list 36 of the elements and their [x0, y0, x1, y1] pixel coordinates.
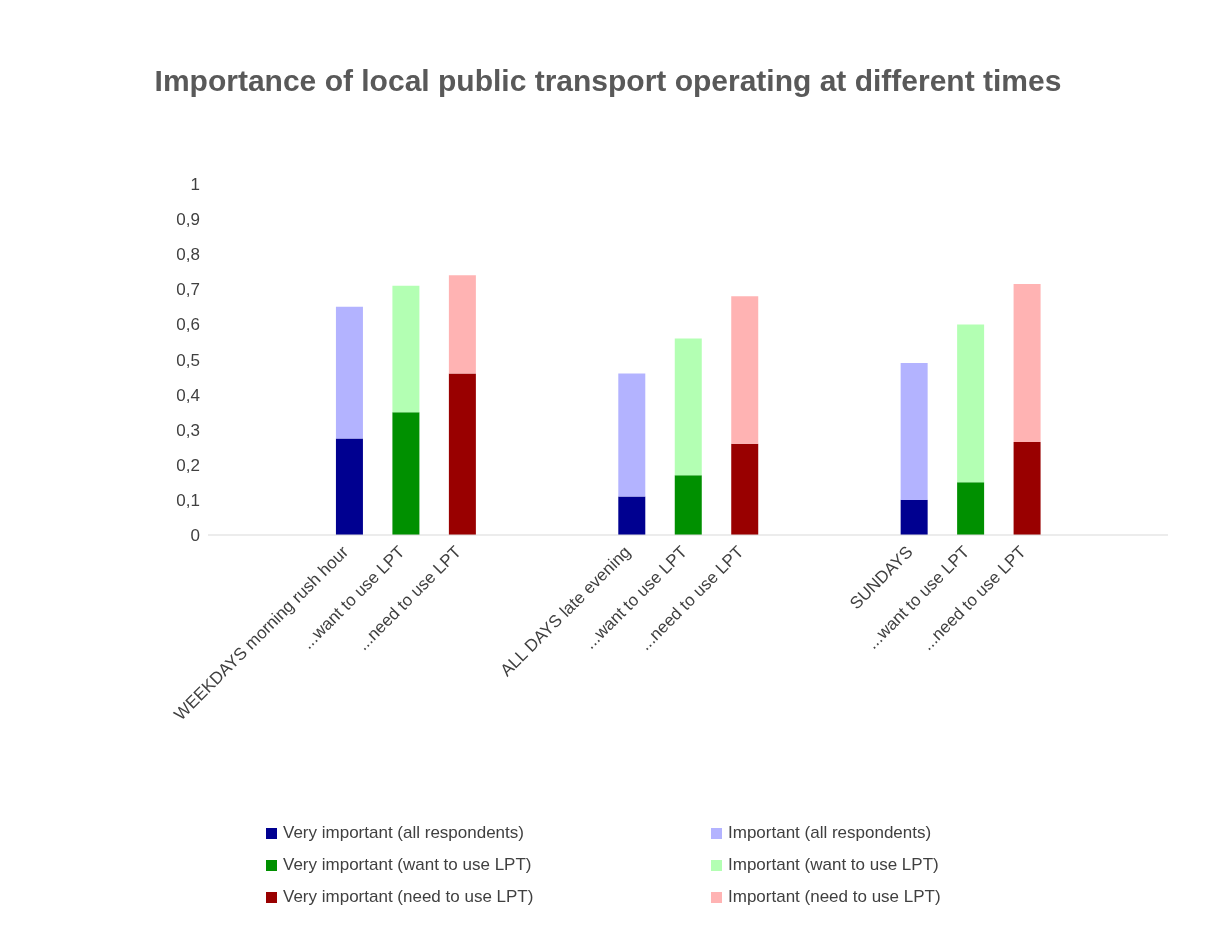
chart-title: Importance of local public transport operating at different times [153, 63, 1063, 99]
legend-label: Important (need to use LPT) [728, 887, 941, 907]
bar [674, 475, 702, 535]
bar [674, 338, 702, 476]
bar [900, 363, 928, 500]
legend-label: Important (all respondents) [728, 823, 932, 843]
bar [448, 275, 476, 374]
y-tick-label: 0,1 [176, 490, 200, 510]
legend-label: Very important (all respondents) [283, 823, 524, 843]
bar [731, 443, 759, 535]
bar [335, 306, 363, 439]
bar [448, 373, 476, 535]
bar [618, 373, 646, 497]
y-tick-label: 0,6 [176, 315, 200, 335]
bar [1013, 441, 1041, 535]
legend-label: Important (want to use LPT) [728, 855, 939, 875]
y-tick-label: 0,7 [176, 280, 200, 300]
y-tick-label: 0,5 [176, 350, 200, 370]
bar [957, 324, 985, 483]
y-tick-label: 0,8 [176, 245, 200, 265]
bar [731, 296, 759, 444]
bar [335, 438, 363, 535]
bar [392, 412, 420, 535]
bar [392, 285, 420, 413]
legend-label: Very important (need to use LPT) [283, 887, 534, 907]
y-tick-label: 0,9 [176, 210, 200, 230]
y-tick-label: 0,3 [176, 420, 200, 440]
y-tick-label: 0,2 [176, 455, 200, 475]
bar [1013, 284, 1041, 442]
bar [618, 496, 646, 535]
legend-label: Very important (want to use LPT) [283, 855, 532, 875]
y-tick-label: 1 [190, 175, 200, 195]
y-tick-label: 0 [190, 526, 200, 546]
bar [957, 482, 985, 535]
y-tick-label: 0,4 [176, 385, 200, 405]
bar [900, 499, 928, 535]
